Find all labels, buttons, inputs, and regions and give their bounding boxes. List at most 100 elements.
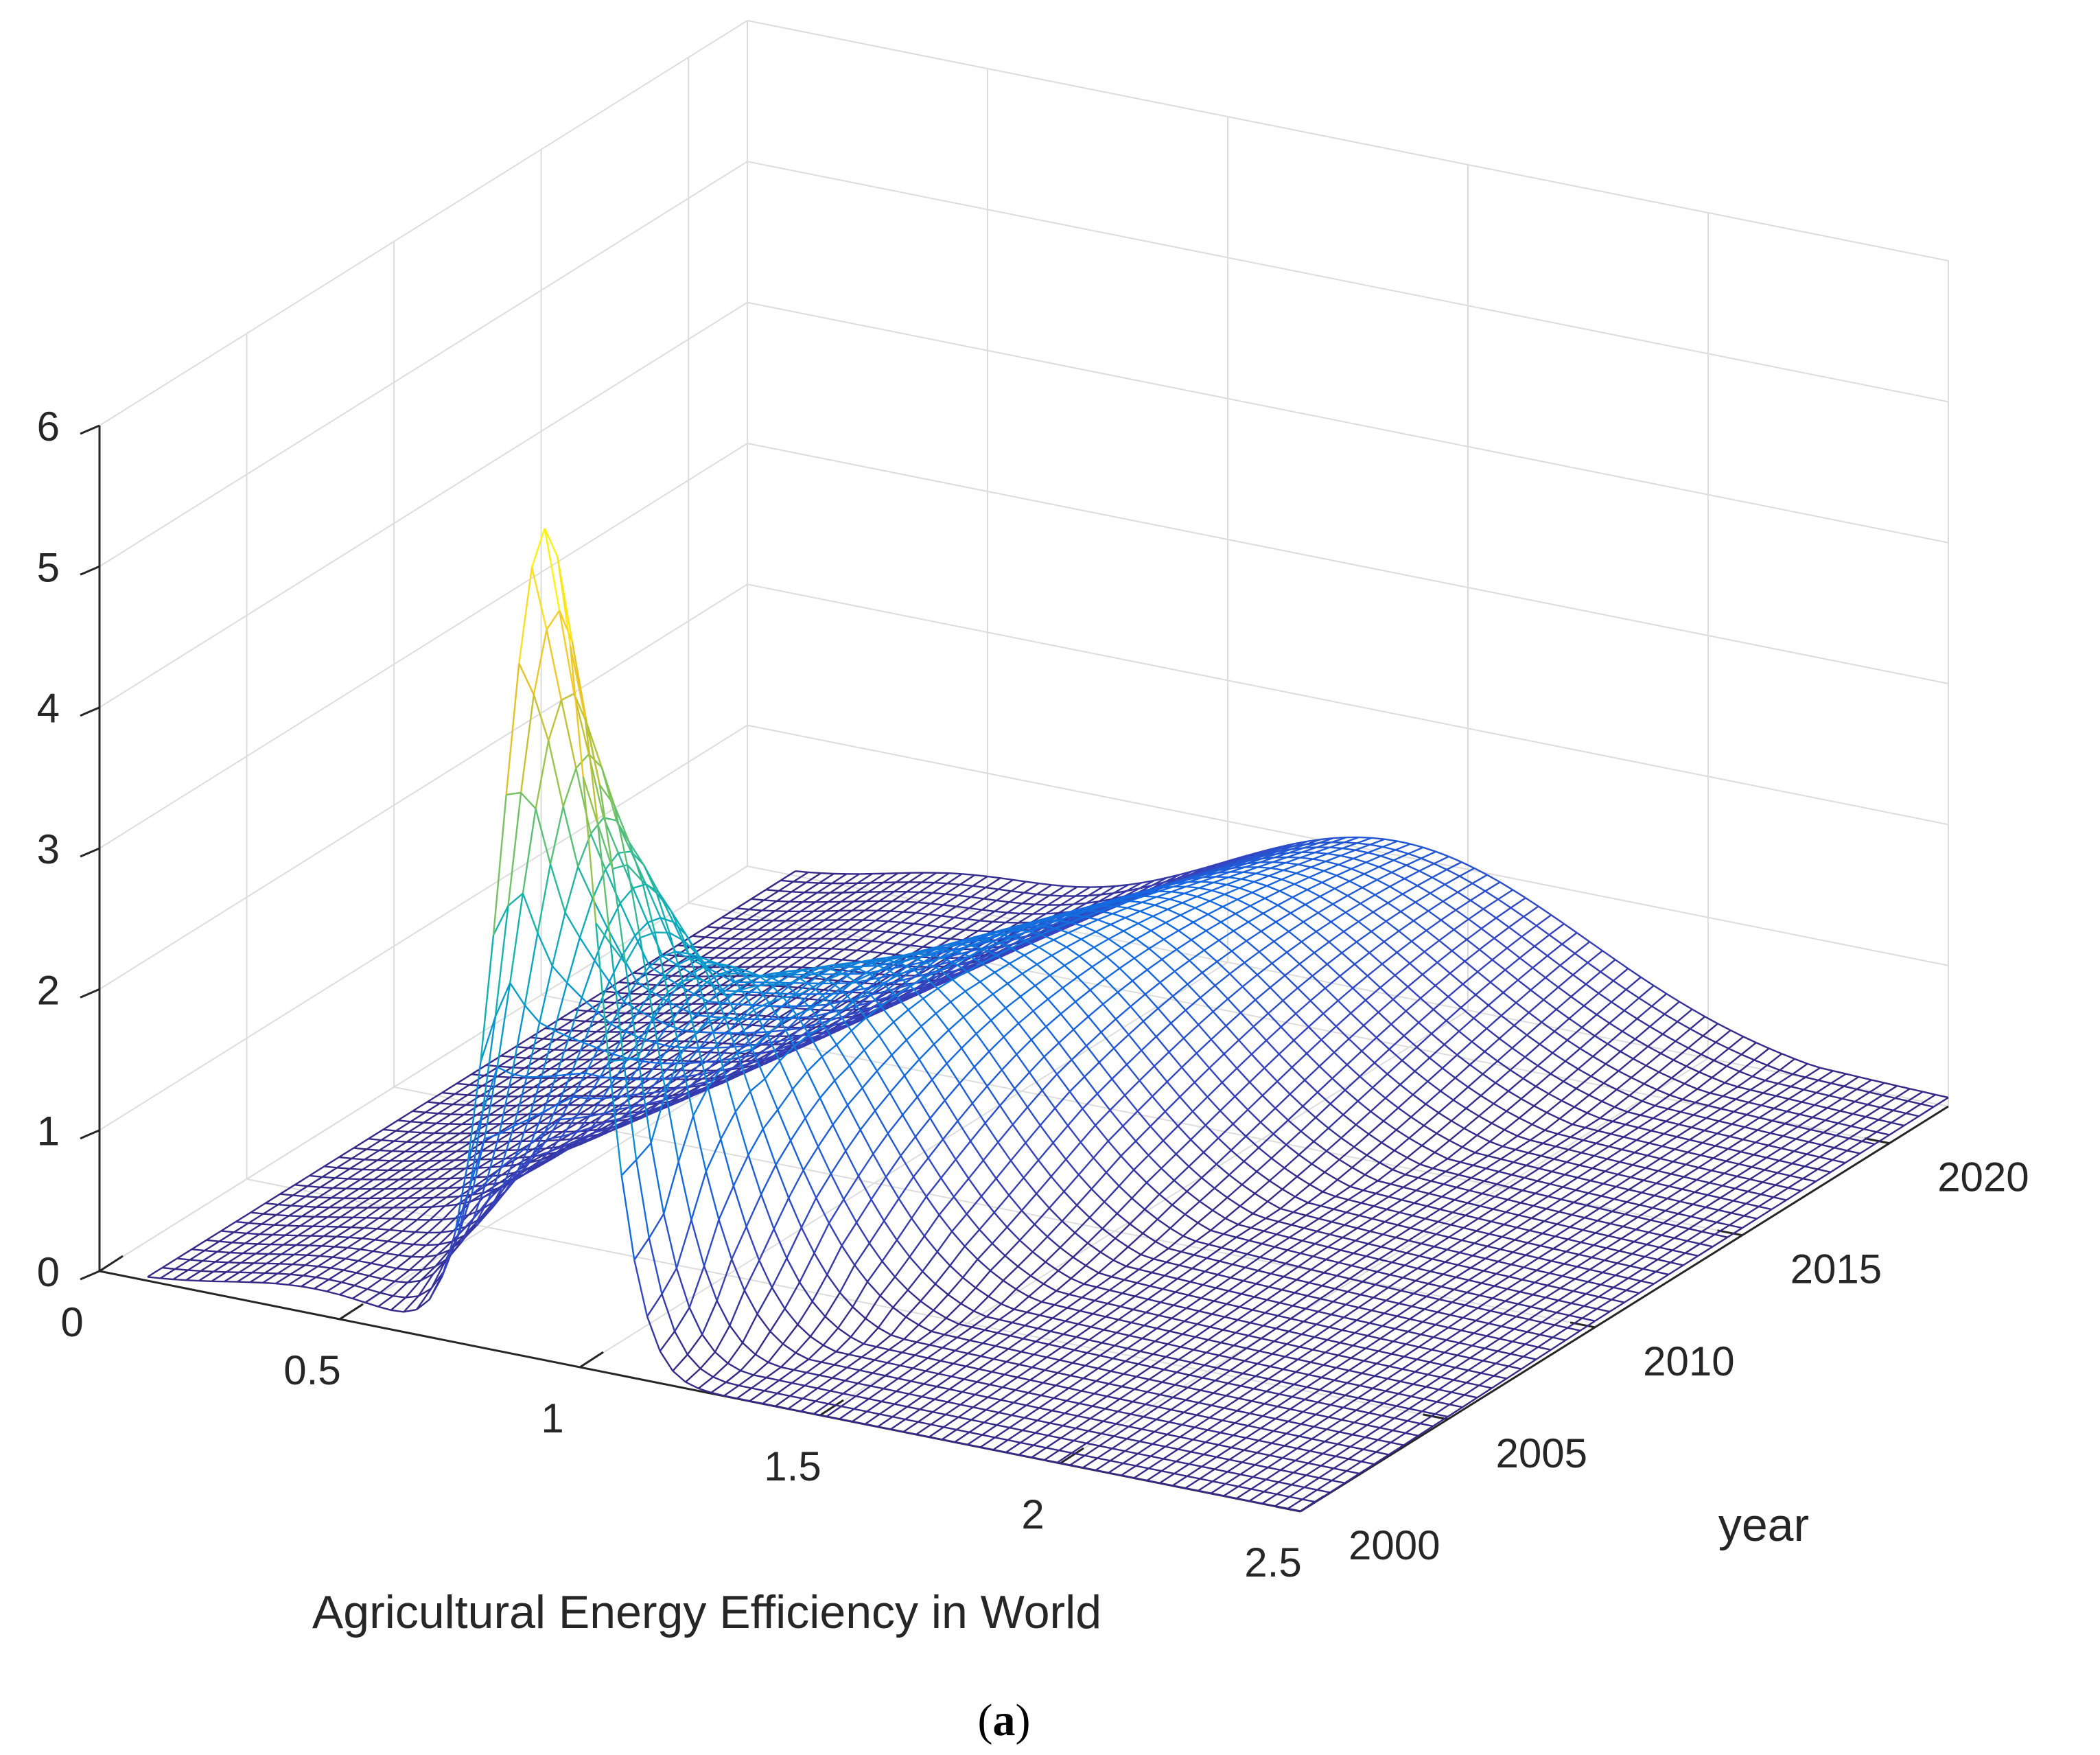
mesh-line-year [1332, 903, 1346, 914]
mesh-line-x [898, 977, 913, 982]
mesh-line-x [895, 872, 911, 883]
mesh-line-x [855, 882, 871, 894]
mesh-line-year [1469, 1064, 1484, 1075]
mesh-line-year [1056, 1073, 1071, 1093]
mesh-line-year [1617, 1262, 1631, 1267]
mesh-line-x [1438, 1288, 1455, 1301]
mesh-line-x [1288, 921, 1304, 933]
mesh-line-x [1204, 1260, 1220, 1272]
mesh-line-x [1263, 1220, 1279, 1232]
mesh-line-year [910, 944, 923, 948]
mesh-line-x [1667, 1098, 1683, 1110]
mesh-line-x [827, 892, 843, 903]
mesh-line-x [1766, 1148, 1782, 1159]
mesh-line-x [1634, 1025, 1650, 1040]
mesh-line-x [1239, 1192, 1256, 1207]
mesh-line-x [426, 1092, 443, 1103]
mesh-line-year [1682, 1098, 1696, 1104]
mesh-line-year [1696, 1088, 1711, 1094]
mesh-line-x [1311, 963, 1328, 977]
mesh-line-year [1559, 1211, 1572, 1216]
mesh-line-x [1414, 1057, 1430, 1072]
mesh-line-year [1160, 1167, 1175, 1181]
mesh-line-x [760, 1049, 775, 1055]
mesh-line-year [1480, 1095, 1495, 1105]
mesh-line-x [1252, 885, 1268, 894]
mesh-line-year [1239, 887, 1252, 894]
mesh-line-x [1315, 1103, 1331, 1119]
mesh-line-x [1634, 1142, 1650, 1154]
mesh-line-x [1257, 861, 1273, 868]
mesh-line-x [790, 947, 806, 958]
mesh-line-x [757, 985, 773, 996]
mesh-line-year [1480, 1205, 1493, 1210]
mesh-line-x [800, 901, 816, 912]
mesh-line-x [577, 1049, 594, 1060]
mesh-line-year [1777, 1082, 1791, 1088]
mesh-line-year [1537, 1180, 1550, 1185]
mesh-line-x [1521, 925, 1537, 938]
mesh-line-x [1856, 1079, 1872, 1091]
mesh-line-year [1405, 1010, 1420, 1023]
mesh-line-year [1344, 1089, 1359, 1102]
mesh-line-year [1413, 1292, 1427, 1298]
mesh-line-x [1549, 1263, 1565, 1275]
mesh-line-x [1702, 1023, 1718, 1037]
mesh-line-x [1567, 1317, 1583, 1329]
mesh-line-year [737, 1033, 750, 1036]
mesh-line-x [1489, 969, 1506, 984]
mesh-line-year [1733, 1200, 1747, 1205]
mesh-line-x [1068, 925, 1084, 934]
mesh-line-year [1125, 1064, 1141, 1082]
mesh-line-x [1707, 1095, 1724, 1106]
mesh-line-x [1363, 1012, 1379, 1026]
mesh-line-year [1610, 1222, 1624, 1228]
mesh-line-year [1280, 1026, 1295, 1041]
mesh-line-year [859, 1001, 873, 1012]
mesh-line-x [1207, 906, 1224, 916]
mesh-line-x [1445, 1007, 1462, 1021]
mesh-line-year [1259, 951, 1273, 964]
mesh-line-x [1113, 1034, 1130, 1049]
mesh-line-x [1739, 1059, 1755, 1073]
mesh-line-year [1011, 890, 1025, 894]
mesh-line-x [1180, 907, 1196, 916]
mesh-line-x [1434, 973, 1451, 986]
mesh-line-year [1740, 1150, 1754, 1156]
mesh-line-x [1152, 908, 1168, 917]
mesh-line-year [1675, 1040, 1689, 1049]
mesh-line-x [802, 892, 818, 903]
mesh-line-x [1489, 1224, 1505, 1235]
mesh-line-x [1300, 851, 1316, 859]
mesh-line-x [856, 940, 872, 951]
mesh-line-year [1726, 1065, 1740, 1073]
mesh-line-year [1271, 962, 1286, 977]
mesh-line-year [1714, 1233, 1728, 1238]
mesh-line-year [1378, 865, 1392, 874]
mesh-line-x [775, 956, 792, 968]
mesh-line-x [1050, 1159, 1067, 1177]
grid-line-z [99, 443, 748, 849]
mesh-line-year [1077, 1174, 1093, 1190]
mesh-line-x [871, 931, 887, 942]
mesh-line-year [1300, 1130, 1315, 1143]
mesh-line-year [983, 898, 997, 902]
mesh-line-year [1596, 1307, 1610, 1313]
mesh-line-x [1641, 1182, 1657, 1194]
mesh-line-x [1223, 1039, 1239, 1055]
mesh-line-x [1664, 1001, 1680, 1015]
mesh-line-year [1414, 1202, 1427, 1207]
mesh-line-x [1154, 1227, 1171, 1242]
mesh-line-year [1241, 1184, 1256, 1194]
mesh-line-year [870, 951, 883, 954]
mesh-line-year [719, 1067, 734, 1079]
mesh-line-year [1052, 1142, 1067, 1160]
mesh-line-x [1032, 998, 1049, 1012]
mesh-line-x [1211, 1025, 1227, 1041]
mesh-line-year [1171, 1204, 1186, 1216]
mesh-line-year [1036, 893, 1050, 896]
mesh-line-x [1318, 1051, 1335, 1067]
mesh-line-x [1731, 1202, 1747, 1214]
mesh-line-x [1528, 999, 1544, 1014]
mesh-line-x [990, 922, 1006, 933]
